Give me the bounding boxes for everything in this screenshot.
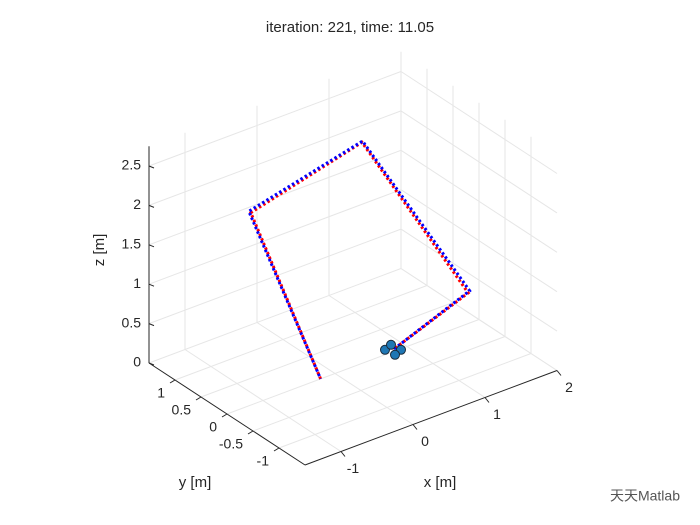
z-tick (148, 204, 155, 208)
y-tick-label: 0.5 (172, 402, 192, 418)
grid-line (400, 149, 558, 253)
rotor (390, 349, 400, 360)
z-tick-label: 2.5 (122, 157, 142, 173)
z-tick (148, 362, 155, 366)
y-tick (221, 413, 228, 418)
grid-line (148, 110, 402, 206)
z-tick (148, 283, 155, 287)
x-tick (556, 370, 562, 376)
grid-line (400, 110, 558, 214)
y-tick (169, 379, 176, 384)
y-axis-label: y [m] (179, 474, 212, 491)
grid-line (148, 228, 402, 325)
z-tick (148, 244, 155, 248)
grid-line (400, 71, 558, 174)
z-axis-label: z [m] (91, 234, 108, 267)
grid-line (200, 302, 454, 398)
y-tick (247, 430, 254, 435)
trajectory (248, 140, 471, 380)
x-axis (304, 370, 558, 466)
y-tick-label: 1 (157, 385, 165, 401)
rotor (386, 339, 396, 350)
x-axis-label: x [m] (424, 474, 457, 491)
x-tick (412, 424, 418, 430)
grid-line (252, 336, 506, 432)
grid-line (226, 319, 480, 415)
grid-line (400, 228, 558, 332)
z-tick (148, 323, 155, 327)
y-tick (195, 396, 202, 401)
y-tick (273, 447, 280, 452)
z-tick-label: 1 (133, 275, 141, 291)
vehicle (380, 339, 406, 360)
z-tick (148, 165, 155, 169)
trajectory (246, 139, 472, 380)
x-tick (484, 397, 490, 403)
x-tick-label: 1 (493, 406, 501, 422)
x-tick (340, 451, 346, 457)
grid-line (148, 189, 402, 285)
x-tick-label: 2 (565, 379, 573, 395)
z-tick-label: 0 (133, 354, 141, 370)
y-tick-label: -0.5 (219, 436, 243, 452)
y-tick-label: 0 (209, 419, 217, 435)
grid-line (148, 71, 402, 167)
grid-line (400, 268, 558, 371)
chart-title: iteration: 221, time: 11.05 (266, 19, 434, 36)
z-tick-label: 0.5 (122, 314, 142, 330)
grid-line (148, 149, 402, 246)
x-tick-label: 0 (421, 433, 429, 449)
y-tick-label: -1 (257, 453, 270, 469)
grid-line (400, 189, 558, 293)
grid-line (278, 353, 532, 449)
grid-line (148, 268, 402, 364)
watermark: 天天Matlab (610, 488, 680, 504)
x-tick-label: -1 (347, 460, 360, 476)
z-tick-label: 2 (133, 196, 141, 212)
z-tick-label: 1.5 (122, 236, 142, 252)
